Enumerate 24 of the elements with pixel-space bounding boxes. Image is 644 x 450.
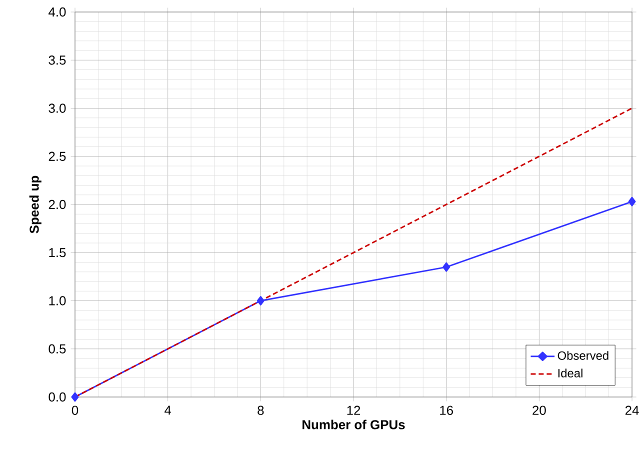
x-tick-label: 0 (72, 406, 78, 415)
y-tick-label: 1.0 (49, 296, 66, 306)
x-tick-label: 20 (532, 406, 546, 415)
x-axis-title: Number of GPUs (302, 420, 405, 430)
x-tick-label: 12 (347, 406, 360, 415)
point (71, 392, 79, 402)
x-tick-label: 24 (625, 406, 639, 415)
y-tick-label: 3.0 (48, 104, 66, 113)
point (628, 196, 636, 206)
y-tick-label: 0.5 (48, 344, 66, 354)
x-tick-label: 16 (440, 406, 453, 415)
y-tick-label: 4.0 (48, 7, 66, 17)
x-tick-label: 4 (164, 406, 172, 415)
legend-label: Ideal (558, 368, 582, 378)
y-tick-label: 0.0 (48, 392, 66, 402)
y-tick-label: 3.5 (48, 56, 66, 65)
y-axis-title: Speed up (29, 176, 42, 234)
legend-label: Observed (558, 351, 608, 360)
y-tick-label: 2.5 (48, 152, 66, 161)
point (256, 296, 264, 306)
y-tick-label: 1.5 (49, 248, 66, 258)
y-tick-label: 2.0 (48, 200, 66, 210)
x-tick-label: 8 (258, 406, 264, 415)
point (442, 262, 450, 272)
